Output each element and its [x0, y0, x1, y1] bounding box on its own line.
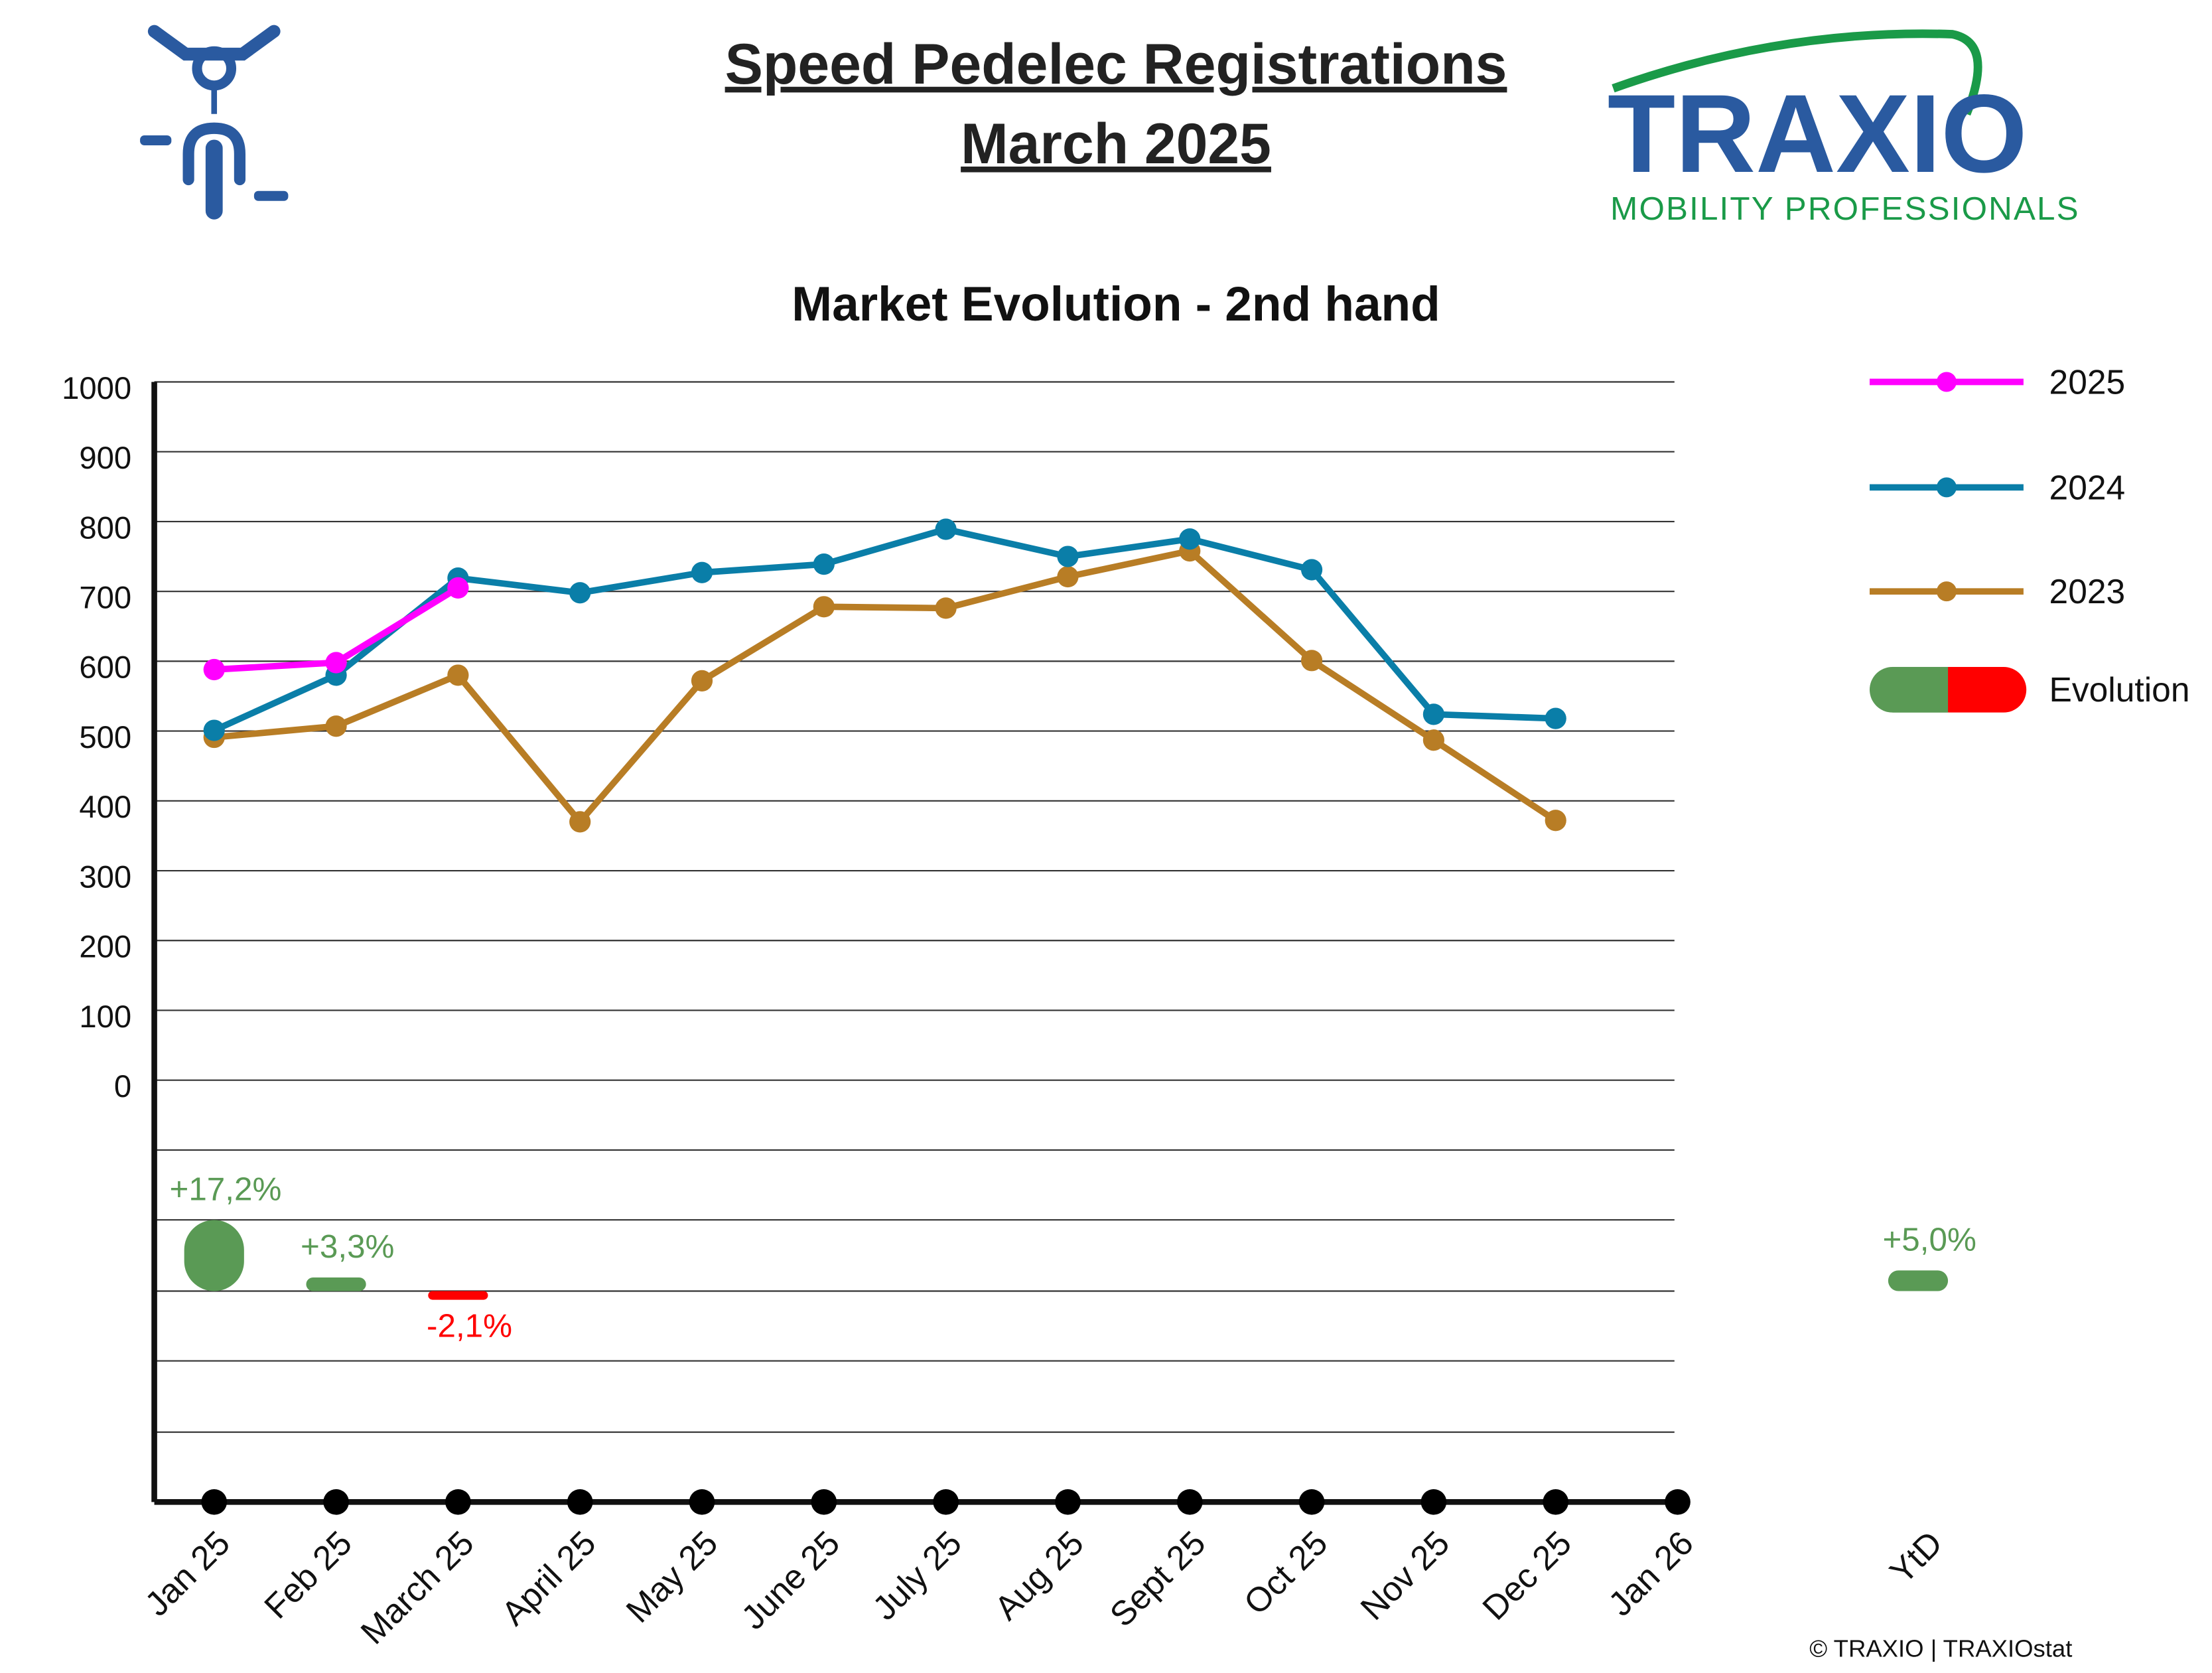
x-tick-label: Feb 25	[257, 1524, 359, 1626]
series-point	[1422, 703, 1444, 725]
series-point	[813, 596, 835, 618]
evolution-bar	[428, 1291, 488, 1300]
evolution-bar-label: +17,2%	[170, 1171, 282, 1207]
series-point	[447, 664, 469, 686]
evolution-bar	[306, 1277, 366, 1291]
series-point	[935, 518, 957, 540]
x-tick-dot	[1543, 1489, 1569, 1515]
series-point	[203, 719, 225, 741]
legend-label: Evolution	[2049, 670, 2190, 709]
evolution-bar-label: +3,3%	[301, 1228, 394, 1265]
x-tick-dot	[933, 1489, 959, 1515]
series-point	[1422, 729, 1444, 751]
x-tick-dot	[567, 1489, 593, 1515]
x-tick-label: Aug 25	[987, 1524, 1091, 1627]
x-tick-dot	[1665, 1489, 1691, 1515]
logo-swoosh	[1612, 29, 1982, 116]
series-point	[1057, 546, 1079, 567]
ytd-label: YtD	[1882, 1524, 1950, 1591]
ytd-bar-label: +5,0%	[1882, 1221, 1976, 1258]
x-tick-dot	[1055, 1489, 1081, 1515]
bike-icon	[140, 25, 289, 220]
legend-label: 2024	[2049, 468, 2126, 506]
x-tick-label: July 25	[865, 1524, 969, 1627]
logo: TRAXIO	[1608, 72, 2028, 196]
ytd-bar	[1888, 1270, 1949, 1291]
x-tick-dot	[1420, 1489, 1447, 1515]
page-title: Speed Pedelec Registrations	[725, 33, 1507, 96]
x-tick-dot	[1298, 1489, 1325, 1515]
series-point	[1179, 528, 1201, 550]
copyright: © TRAXIO | TRAXIOstat	[1809, 1635, 2072, 1662]
lower-grid	[154, 1149, 1675, 1433]
x-tick-dot	[201, 1489, 228, 1515]
y-tick-label: 1000	[62, 371, 131, 406]
x-tick-dot	[445, 1489, 471, 1515]
series-point	[325, 715, 347, 737]
x-tick-label: Dec 25	[1475, 1524, 1578, 1627]
series-point	[569, 582, 591, 604]
legend-dot	[1936, 477, 1957, 498]
evolution-bar	[184, 1220, 244, 1291]
x-tick-label: April 25	[494, 1524, 603, 1633]
legend-evolution-neg	[1926, 666, 2027, 713]
x-tick-dot	[811, 1489, 837, 1515]
legend-evolution-mid	[1892, 666, 1949, 713]
y-tick-label: 500	[79, 720, 131, 755]
legend-dot	[1936, 372, 1957, 392]
legend-label: 2025	[2049, 362, 2126, 401]
y-tick-label: 200	[79, 930, 131, 965]
x-tick-label: June 25	[734, 1524, 847, 1637]
x-tick-dot	[1176, 1489, 1203, 1515]
x-tick-label: Jan 25	[137, 1524, 237, 1623]
y-tick-label: 800	[79, 510, 131, 546]
y-tick-label: 300	[79, 859, 131, 895]
x-tick-label: May 25	[618, 1524, 725, 1630]
y-tick-label: 0	[114, 1069, 131, 1104]
legend-label: 2023	[2049, 572, 2126, 611]
x-tick-label: Nov 25	[1353, 1524, 1456, 1627]
x-tick-dot	[323, 1489, 349, 1515]
series-point	[1545, 707, 1566, 729]
series-point	[1300, 650, 1323, 672]
series-point	[1057, 565, 1079, 588]
series-point	[569, 811, 591, 833]
series-point	[935, 597, 957, 619]
series-line	[212, 526, 1556, 733]
y-tick-label: 700	[79, 581, 131, 616]
legend-dot	[1936, 581, 1957, 602]
x-tick-dot	[689, 1489, 715, 1515]
series-point	[691, 561, 713, 583]
evolution-bar-label: -2,1%	[427, 1308, 512, 1345]
logo-tagline: MOBILITY PROFESSIONALS	[1610, 190, 2080, 227]
series-point	[691, 670, 713, 691]
x-tick-label: Oct 25	[1236, 1524, 1334, 1622]
series-point	[1545, 810, 1566, 832]
series-point	[325, 652, 347, 674]
series-point	[203, 658, 225, 681]
y-tick-label: 600	[79, 650, 131, 686]
x-tick-label: March 25	[353, 1524, 481, 1652]
y-tick-label: 400	[79, 790, 131, 825]
page-subtitle: March 2025	[961, 112, 1271, 176]
series-line	[214, 547, 1558, 826]
series-point	[1300, 559, 1323, 581]
x-tick-label: Jan 26	[1601, 1524, 1700, 1623]
chart-title: Market Evolution - 2nd hand	[792, 277, 1440, 331]
y-tick-label: 900	[79, 441, 131, 476]
series-point	[813, 553, 835, 575]
series-point	[447, 577, 469, 599]
x-tick-label: Sept 25	[1102, 1524, 1213, 1635]
y-tick-label: 100	[79, 999, 131, 1035]
